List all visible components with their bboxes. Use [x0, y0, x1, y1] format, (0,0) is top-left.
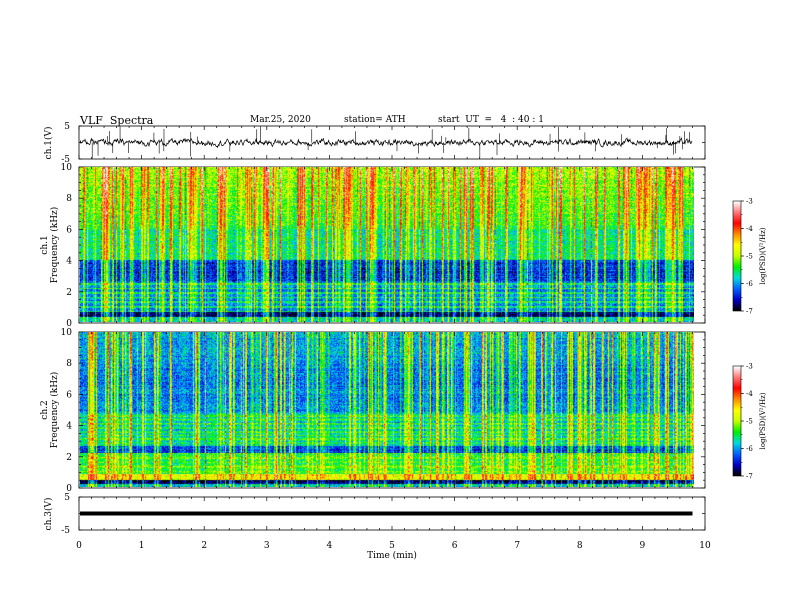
ch1-waveform-ylabel: ch.1(V)	[43, 127, 54, 160]
ch2-colorbar-label: log(PSD)(V²/Hz)	[759, 392, 767, 449]
y-tick-label: 5	[64, 122, 70, 132]
x-tick-label: 0	[76, 541, 82, 551]
x-tick-label: 6	[452, 541, 458, 551]
y-tick-label: 5	[64, 493, 70, 503]
x-tick-label: 9	[640, 541, 646, 551]
ch1-colorbar-image	[733, 201, 741, 311]
ch1-spectrogram-ylabel-top: ch.1	[40, 235, 50, 254]
y-tick-label: 6	[66, 225, 72, 235]
colorbar-tick-label: -4	[746, 225, 753, 233]
ch2-colorbar-image	[733, 366, 741, 476]
colorbar-tick-label: -5	[746, 253, 753, 261]
start-time-label: start UT = 4 : 40 : 1	[438, 115, 544, 125]
x-tick-label: 4	[327, 541, 333, 551]
y-tick-label: 10	[61, 328, 73, 338]
colorbar-tick-label: -6	[746, 445, 753, 453]
date-label: Mar.25, 2020	[250, 115, 311, 125]
ch1-spectrogram-image	[80, 167, 694, 322]
ch3-waveform-ylabel: ch.3(V)	[43, 498, 54, 531]
ch3-waveform-line	[80, 511, 693, 516]
y-tick-label: 0	[66, 484, 72, 494]
y-tick-label: -5	[61, 155, 70, 165]
ch2-spectrogram-ylabel-top: ch.2	[40, 400, 50, 419]
x-tick-label: 8	[577, 541, 583, 551]
y-tick-label: 8	[66, 359, 72, 369]
x-tick-label: 5	[389, 541, 395, 551]
station-label: station= ATH	[344, 115, 406, 125]
y-tick-label: 2	[66, 453, 72, 463]
ch2-spectrogram-ylabel: Frequency (kHz)	[49, 372, 60, 449]
y-tick-label: -5	[61, 526, 70, 536]
y-tick-label: 4	[66, 257, 72, 267]
colorbar-tick-label: -4	[746, 390, 753, 398]
ch1-waveform-line	[79, 137, 693, 149]
x-tick-label: 1	[139, 541, 145, 551]
axes-group: 0 1 2 3 4 5 6 7 8 9 10108642010864205-55-5-3-4-5-6…	[61, 122, 754, 551]
y-tick-label: 2	[66, 288, 72, 298]
y-tick-label: 4	[66, 422, 72, 432]
ch1-spectrogram-ylabel: Frequency (kHz)	[49, 207, 60, 284]
y-tick-label: 10	[61, 163, 73, 173]
x-tick-label: 7	[514, 541, 520, 551]
chart-title: VLF Spectra	[80, 114, 154, 127]
colorbar-tick-label: -3	[746, 363, 753, 371]
ch1-colorbar-label: log(PSD)(V²/Hz)	[759, 227, 767, 284]
x-tick-label: 3	[264, 541, 270, 551]
ch1-waveform-plot	[79, 126, 693, 159]
x-axis-label: Time (min)	[367, 550, 417, 561]
y-tick-label: 0	[66, 319, 72, 329]
ch2-spectrogram-image	[80, 332, 694, 487]
x-tick-label: 2	[201, 541, 207, 551]
colorbar-tick-label: -3	[746, 198, 753, 206]
colorbar-tick-label: -7	[746, 308, 753, 316]
colorbar-tick-label: -5	[746, 418, 753, 426]
colorbar-tick-label: -6	[746, 280, 753, 288]
y-tick-label: 8	[66, 194, 72, 204]
colorbar-tick-label: -7	[746, 473, 753, 481]
y-tick-label: 6	[66, 390, 72, 400]
ch1-waveform-spikes	[91, 126, 690, 159]
x-tick-label: 10	[699, 541, 711, 551]
